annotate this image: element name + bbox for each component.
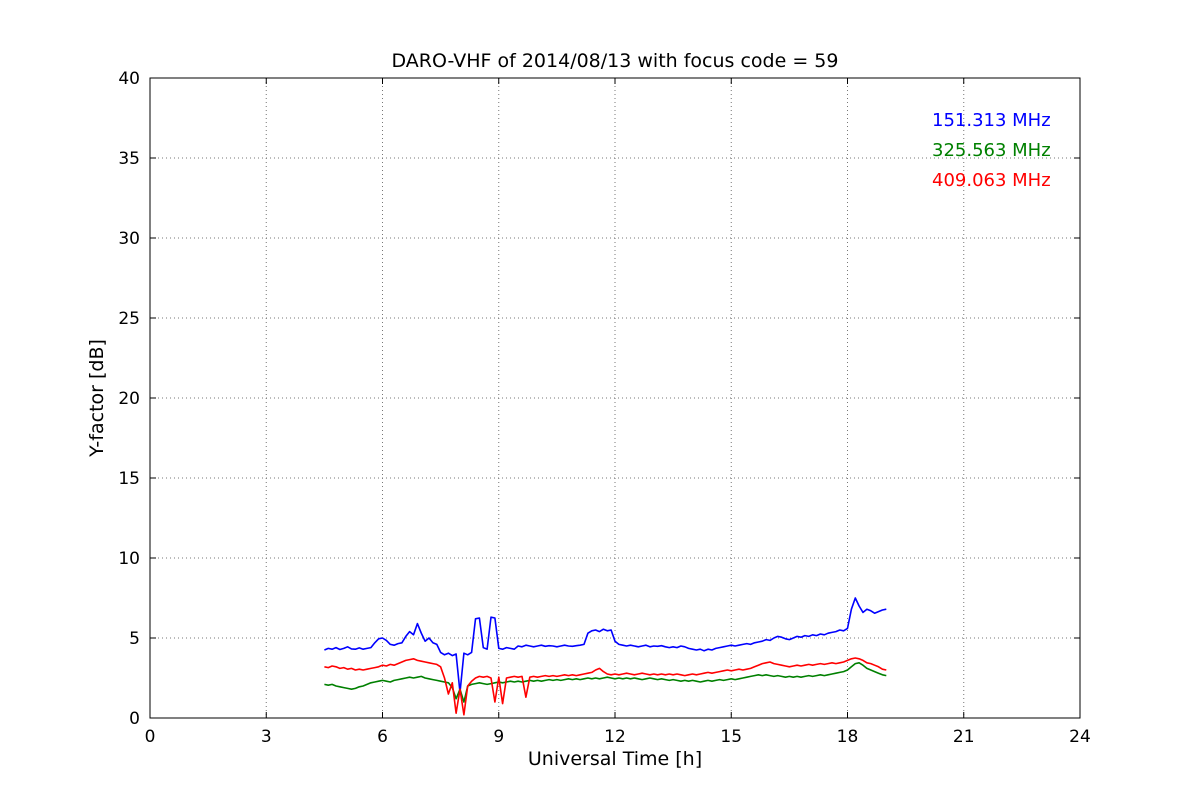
x-tick-label: 12 <box>604 727 626 747</box>
y-tick-label: 40 <box>118 69 140 89</box>
series-line <box>324 597 887 694</box>
chart-title: DARO-VHF of 2014/08/13 with focus code =… <box>391 50 839 72</box>
x-tick-label: 15 <box>720 727 742 747</box>
series-line <box>324 661 887 703</box>
x-tick-label: 0 <box>145 727 156 747</box>
y-tick-label: 5 <box>129 629 140 649</box>
y-tick-label: 20 <box>118 389 140 409</box>
y-axis-label-text: Y-factor [dB] <box>86 339 108 457</box>
legend-entry-151-mhz: 151.313 MHz <box>932 110 1051 131</box>
series-line <box>324 657 887 716</box>
y-tick-label: 25 <box>118 309 140 329</box>
y-tick-label: 30 <box>118 229 140 249</box>
y-tick-label: 35 <box>118 149 140 169</box>
legend-entry-409-mhz: 409.063 MHz <box>932 170 1051 191</box>
x-tick-label: 3 <box>261 727 272 747</box>
y-tick-label: 15 <box>118 469 140 489</box>
x-tick-label: 9 <box>493 727 504 747</box>
legend: 151.313 MHz 325.563 MHz 409.063 MHz <box>932 106 1051 196</box>
y-tick-label: 10 <box>118 549 140 569</box>
x-tick-label: 18 <box>837 727 859 747</box>
x-axis-label: Universal Time [h] <box>527 748 703 770</box>
x-tick-label: 24 <box>1069 727 1091 747</box>
y-tick-label: 0 <box>129 709 140 729</box>
x-tick-label: 21 <box>953 727 975 747</box>
legend-entry-325-mhz: 325.563 MHz <box>932 140 1051 161</box>
x-tick-label: 6 <box>377 727 388 747</box>
